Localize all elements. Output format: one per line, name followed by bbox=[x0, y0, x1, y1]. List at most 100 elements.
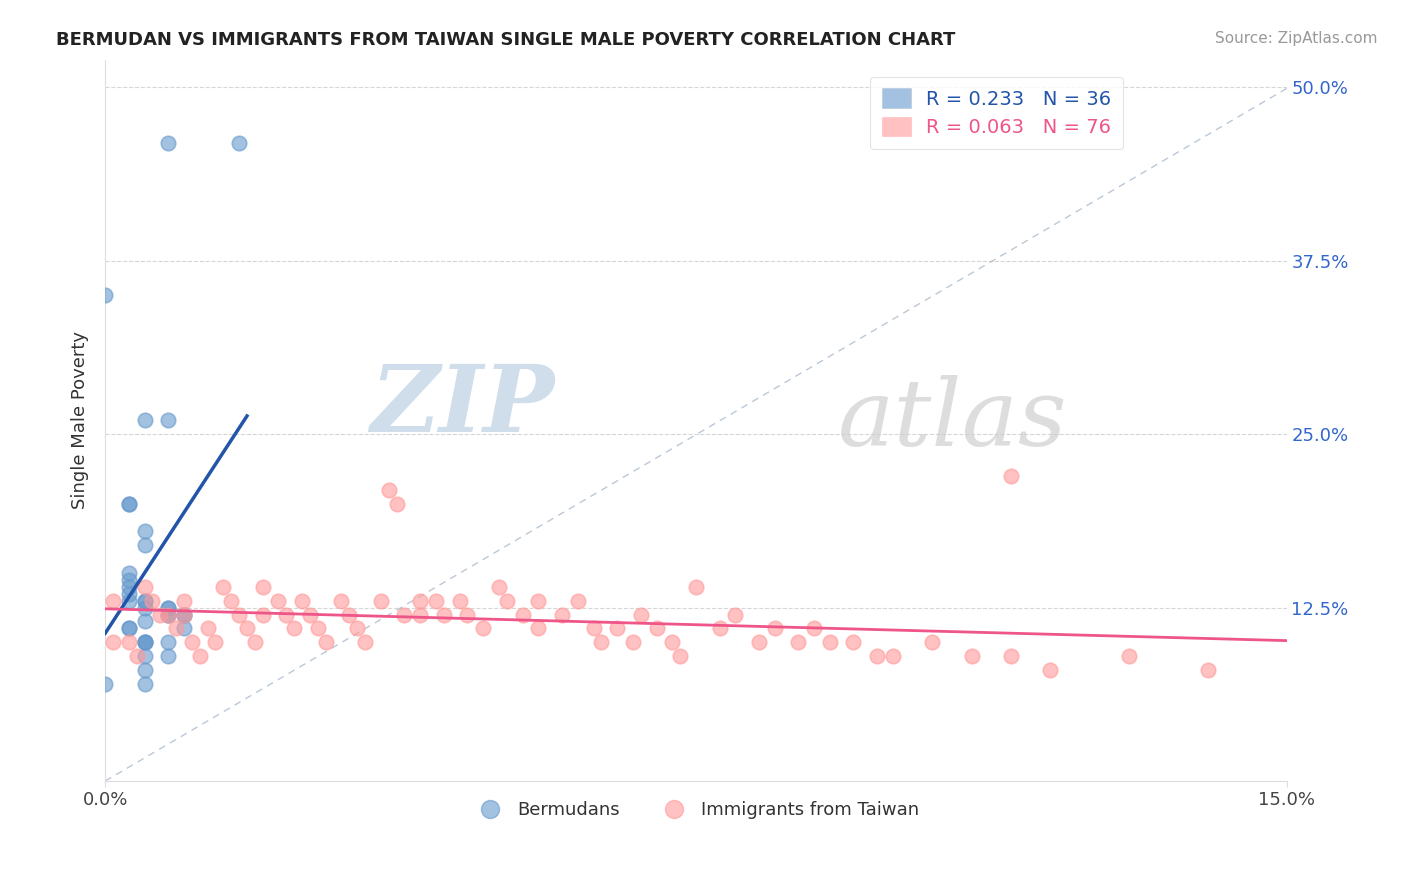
Point bbox=[157, 607, 180, 622]
Point bbox=[94, 288, 117, 302]
Point bbox=[157, 635, 180, 649]
Point bbox=[197, 621, 219, 635]
Point bbox=[433, 607, 456, 622]
Point bbox=[134, 538, 156, 552]
Point bbox=[283, 621, 305, 635]
Point bbox=[134, 593, 156, 607]
Point bbox=[243, 635, 266, 649]
Point bbox=[1118, 649, 1140, 664]
Point bbox=[882, 649, 904, 664]
Text: ZIP: ZIP bbox=[370, 361, 554, 450]
Point bbox=[101, 593, 124, 607]
Point bbox=[527, 621, 550, 635]
Point bbox=[330, 593, 353, 607]
Point bbox=[134, 635, 156, 649]
Point bbox=[527, 593, 550, 607]
Point bbox=[661, 635, 683, 649]
Point bbox=[267, 593, 290, 607]
Point bbox=[337, 607, 360, 622]
Point bbox=[409, 593, 432, 607]
Point bbox=[134, 663, 156, 677]
Point bbox=[134, 580, 156, 594]
Point bbox=[157, 413, 180, 427]
Point bbox=[385, 497, 408, 511]
Point bbox=[591, 635, 613, 649]
Point bbox=[488, 580, 510, 594]
Point bbox=[960, 649, 983, 664]
Point bbox=[134, 615, 156, 629]
Point bbox=[134, 649, 156, 664]
Point bbox=[298, 607, 321, 622]
Point bbox=[157, 136, 180, 150]
Text: atlas: atlas bbox=[838, 376, 1067, 466]
Point bbox=[315, 635, 337, 649]
Point bbox=[157, 600, 180, 615]
Point bbox=[134, 593, 156, 607]
Point bbox=[803, 621, 825, 635]
Point bbox=[370, 593, 392, 607]
Point bbox=[842, 635, 865, 649]
Point bbox=[134, 635, 156, 649]
Point bbox=[551, 607, 574, 622]
Point bbox=[1000, 649, 1022, 664]
Point bbox=[212, 580, 235, 594]
Point bbox=[354, 635, 377, 649]
Point bbox=[1039, 663, 1062, 677]
Point bbox=[252, 607, 274, 622]
Point bbox=[134, 524, 156, 539]
Point bbox=[141, 593, 163, 607]
Point bbox=[709, 621, 731, 635]
Point bbox=[724, 607, 747, 622]
Point bbox=[134, 677, 156, 691]
Point bbox=[173, 607, 195, 622]
Point bbox=[118, 621, 141, 635]
Point bbox=[763, 621, 786, 635]
Point bbox=[157, 607, 180, 622]
Point bbox=[787, 635, 810, 649]
Point bbox=[149, 607, 172, 622]
Point bbox=[512, 607, 534, 622]
Point bbox=[180, 635, 202, 649]
Point bbox=[472, 621, 495, 635]
Point bbox=[219, 593, 242, 607]
Point bbox=[307, 621, 329, 635]
Point bbox=[457, 607, 479, 622]
Point bbox=[1000, 468, 1022, 483]
Point bbox=[134, 413, 156, 427]
Point bbox=[291, 593, 314, 607]
Point bbox=[118, 635, 141, 649]
Point bbox=[118, 593, 141, 607]
Point bbox=[394, 607, 416, 622]
Point bbox=[606, 621, 628, 635]
Point bbox=[165, 621, 187, 635]
Point bbox=[346, 621, 368, 635]
Point bbox=[252, 580, 274, 594]
Point bbox=[173, 621, 195, 635]
Point bbox=[125, 649, 148, 664]
Point bbox=[748, 635, 770, 649]
Point bbox=[236, 621, 259, 635]
Point bbox=[118, 580, 141, 594]
Point bbox=[866, 649, 889, 664]
Point bbox=[621, 635, 644, 649]
Point bbox=[173, 593, 195, 607]
Point bbox=[118, 497, 141, 511]
Point bbox=[567, 593, 589, 607]
Text: Source: ZipAtlas.com: Source: ZipAtlas.com bbox=[1215, 31, 1378, 46]
Point bbox=[449, 593, 471, 607]
Point bbox=[118, 573, 141, 587]
Legend: Bermudans, Immigrants from Taiwan: Bermudans, Immigrants from Taiwan bbox=[465, 794, 927, 826]
Point bbox=[409, 607, 432, 622]
Point bbox=[173, 607, 195, 622]
Point bbox=[276, 607, 298, 622]
Point bbox=[818, 635, 841, 649]
Point bbox=[582, 621, 605, 635]
Point bbox=[101, 635, 124, 649]
Point bbox=[1197, 663, 1219, 677]
Point bbox=[669, 649, 692, 664]
Point bbox=[134, 635, 156, 649]
Point bbox=[377, 483, 399, 497]
Point bbox=[118, 497, 141, 511]
Point bbox=[118, 587, 141, 601]
Point bbox=[188, 649, 211, 664]
